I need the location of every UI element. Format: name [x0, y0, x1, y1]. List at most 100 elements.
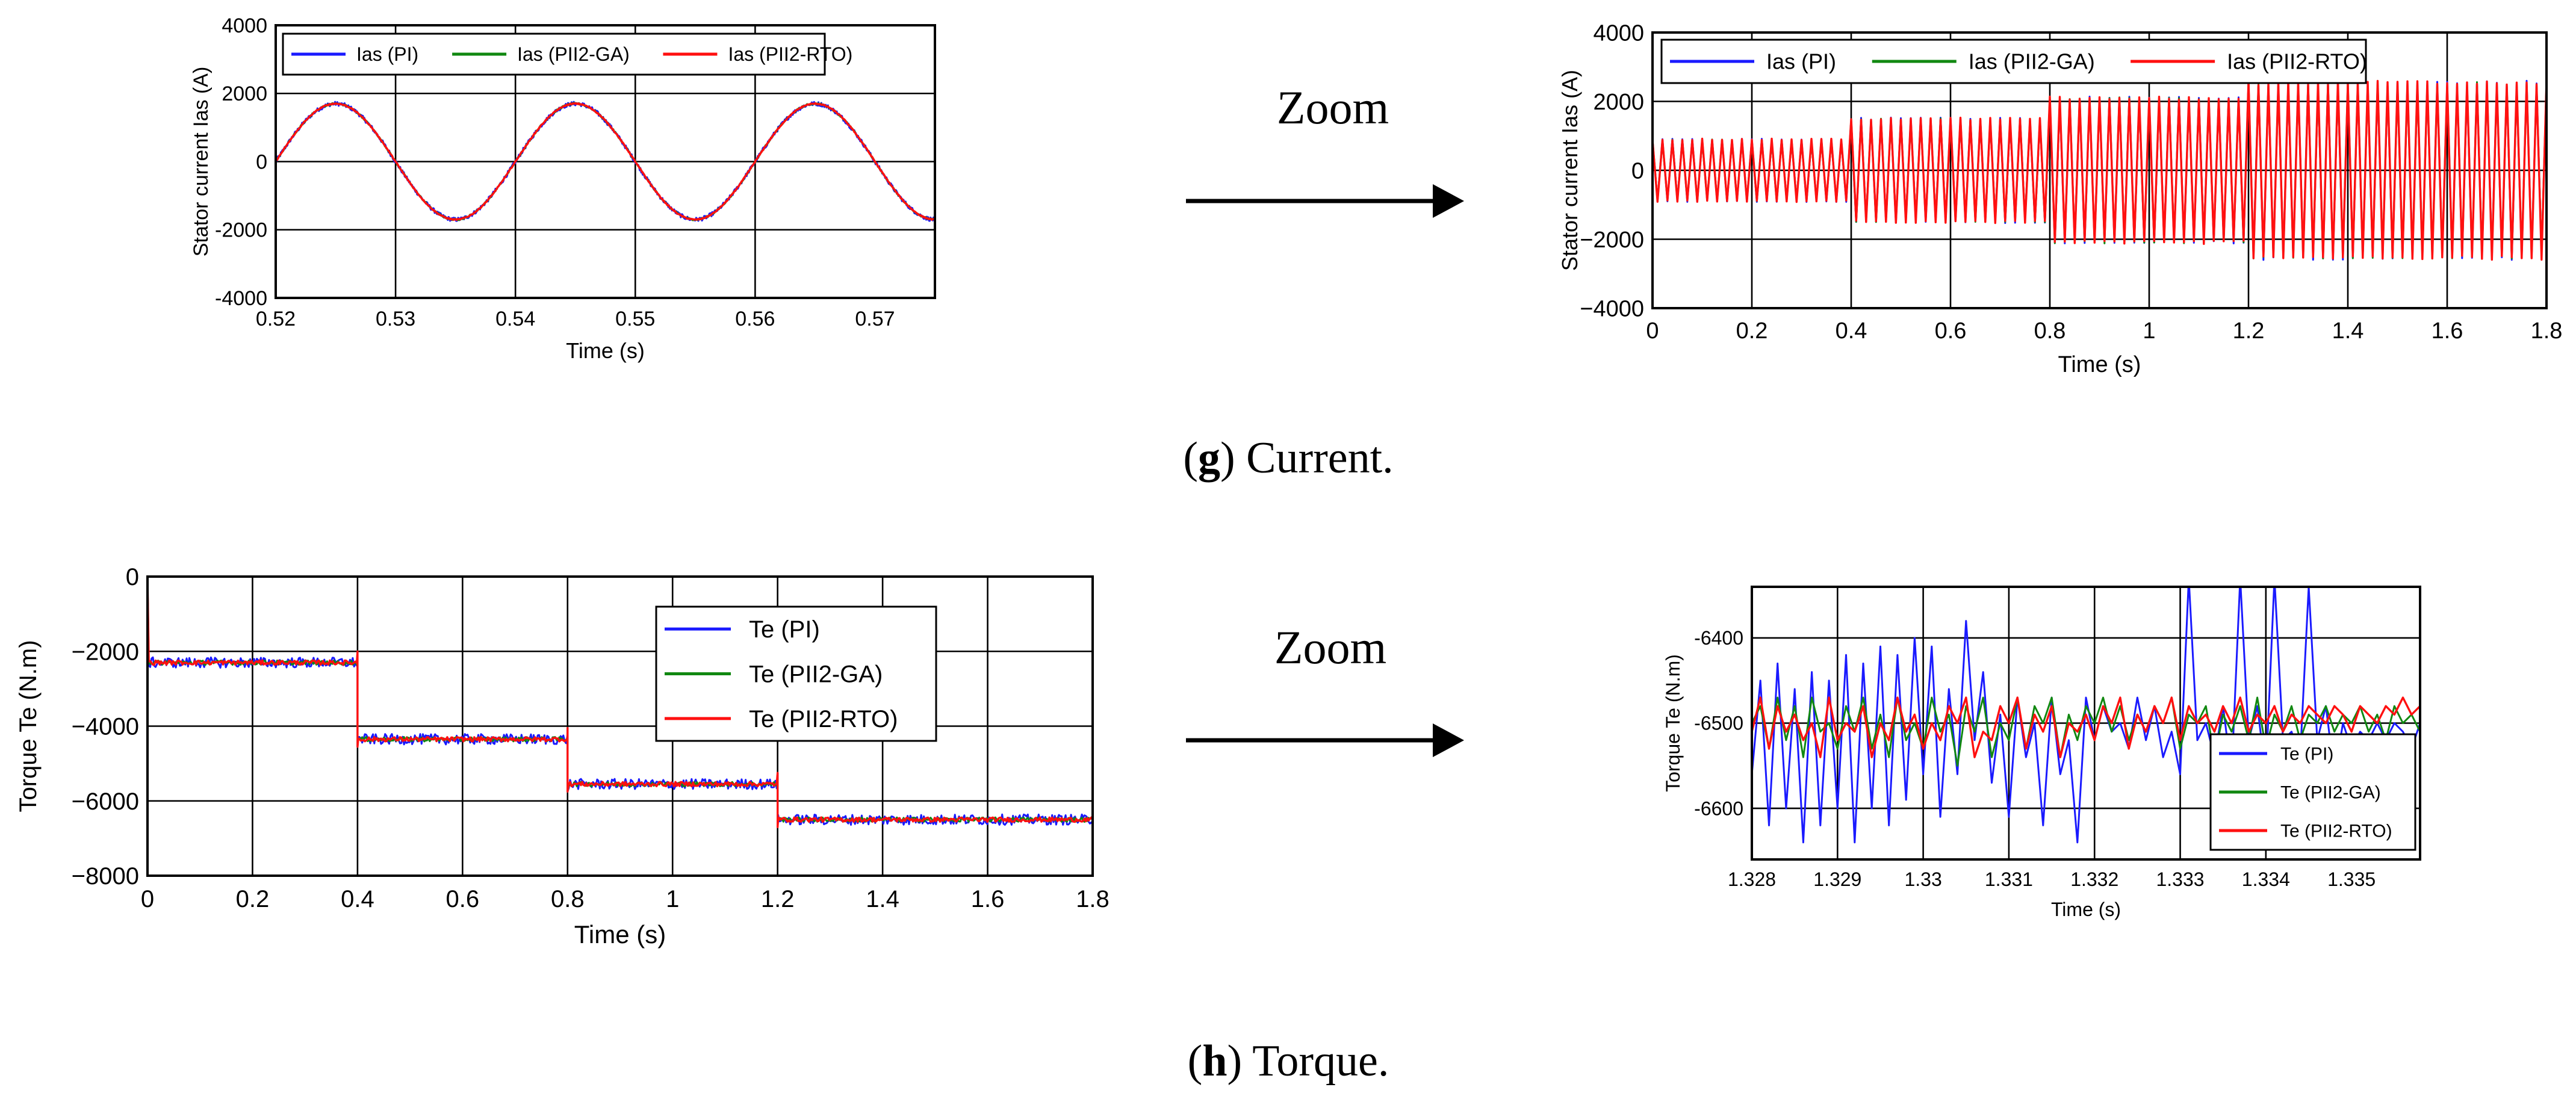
x-axis-label: Time (s): [2051, 899, 2121, 920]
caption-current-letter: g: [1198, 433, 1220, 483]
x-tick-label: 1: [666, 886, 679, 912]
legend-label-2: Ias (PII2-GA): [1969, 49, 2095, 74]
chart-torque-full: 0 0.2 0.4 0.6 0.8 1 1.2 1.4 1.6 1.8 −8000 −6000 −400…: [15, 564, 1110, 949]
x-tick-label: 0.4: [1836, 318, 1867, 344]
plot-frame: [1751, 586, 2421, 861]
y-tick-label: −2000: [72, 639, 139, 665]
chart-current-full: 0.52 0.53 0.54 0.55 0.56 0.57 -4000 -2000 0 2000 4…: [190, 14, 936, 363]
caption-torque: (h) Torque.: [1188, 1036, 1389, 1086]
plot-frame: [146, 575, 1094, 877]
x-tick-label: 1.331: [1985, 868, 2033, 890]
plot-frame: [1651, 31, 2548, 309]
x-tick-label: 1.334: [2242, 868, 2290, 890]
x-tick-label: 1.2: [2233, 318, 2265, 344]
x-tick-label: 1.333: [2156, 868, 2204, 890]
x-tick-label: 1.8: [2531, 318, 2563, 344]
caption-torque-text: Torque.: [1242, 1036, 1389, 1086]
chart-current-zoom: 0 0.2 0.4 0.6 0.8 1 1.2 1.4 1.6 1.8 −4000 −2000 0 200…: [1557, 20, 2562, 377]
x-tick-label: 1.2: [761, 886, 795, 912]
chart-torque-zoom: 1.328 1.329 1.33 1.331 1.332 1.333 1.334 1.335 -…: [1662, 586, 2421, 920]
x-tick-label: 0.54: [495, 308, 535, 330]
series-line-3: [147, 577, 1093, 828]
x-tick-label: 0.8: [551, 886, 585, 912]
y-tick-label: 4000: [222, 14, 267, 37]
y-tick-label: 4000: [1593, 20, 1644, 46]
legend: Ias (PI) Ias (PII2-GA) Ias (PII2-RTO): [1660, 39, 2367, 84]
zoom-arrow-current: Zoom: [1186, 81, 1464, 218]
x-tick-label: 0.57: [855, 308, 895, 330]
y-tick-label: -6400: [1694, 627, 1743, 649]
legend-label-1: Ias (PI): [1766, 49, 1836, 74]
caption-current-text: Current.: [1235, 433, 1394, 483]
x-axis-label: Time (s): [2058, 352, 2141, 377]
y-tick-label: 2000: [1593, 90, 1644, 115]
series-line-3: [1653, 79, 2547, 261]
arrow-head-torque: [1433, 723, 1464, 757]
x-tick-label: 0.56: [735, 308, 775, 330]
grid-lines: [1752, 587, 2420, 859]
y-tick-label: 2000: [222, 82, 267, 105]
y-axis-label: Stator current Ias (A): [190, 67, 213, 257]
y-tick-label: −8000: [72, 863, 139, 890]
legend-label-3: Ias (PII2-RTO): [2227, 49, 2367, 74]
series-group: [276, 101, 935, 222]
x-tick-label: 0.4: [341, 886, 374, 912]
y-tick-label: 0: [126, 564, 139, 590]
legend: Ias (PI) Ias (PII2-GA) Ias (PII2-RTO): [282, 33, 852, 76]
legend-label-2: Ias (PII2-GA): [517, 43, 630, 65]
y-axis-label: Stator current Ias (A): [1557, 70, 1582, 271]
y-tick-label: −2000: [1580, 228, 1644, 253]
grid-lines: [147, 577, 1093, 876]
y-tick-label: −4000: [72, 714, 139, 740]
x-tick-label: 0.2: [1736, 318, 1768, 344]
zoom-label-current: Zoom: [1277, 81, 1389, 134]
series-line-2: [147, 577, 1093, 828]
x-tick-label: 1.33: [1904, 868, 1941, 890]
x-tick-label: 1.329: [1813, 868, 1861, 890]
legend: Te (PI) Te (PII2-GA) Te (PII2-RTO): [655, 605, 937, 742]
x-tick-label: 1: [2143, 318, 2155, 344]
x-tick-label: 1.335: [2327, 868, 2376, 890]
x-tick-label: 0.8: [2034, 318, 2066, 344]
legend-label-1: Te (PI): [749, 616, 820, 643]
x-tick-label: 0: [141, 886, 154, 912]
y-tick-label: -6500: [1694, 713, 1743, 734]
x-tick-label: 1.328: [1728, 868, 1776, 890]
series-group: [1752, 587, 2420, 844]
legend-label-1: Ias (PI): [356, 43, 418, 65]
x-tick-label: 0.6: [1935, 318, 1967, 344]
legend-label-2: Te (PII2-GA): [749, 661, 883, 688]
plot-frame: [275, 24, 936, 299]
y-tick-label: 0: [1631, 158, 1644, 184]
x-tick-label: 1.6: [2432, 318, 2463, 344]
y-axis-label: Torque Te (N.m): [15, 640, 42, 812]
legend-box: [282, 33, 826, 76]
legend: Te (PI) Te (PII2-GA) Te (PII2-RTO): [2209, 733, 2416, 851]
x-tick-label: 0.52: [256, 308, 296, 330]
y-axis-label: Torque Te (N.m): [1662, 654, 1684, 792]
legend-label-2: Te (PII2-GA): [2280, 783, 2381, 803]
caption-current: (g) Current.: [1183, 433, 1393, 483]
x-tick-label: 1.332: [2070, 868, 2118, 890]
y-tick-label: -4000: [215, 287, 267, 310]
y-tick-label: -2000: [215, 219, 267, 242]
x-tick-label: 1.6: [971, 886, 1005, 912]
arrow-head-current: [1433, 184, 1464, 218]
series-line-3: [276, 102, 935, 221]
series-line-3: [1752, 696, 2420, 758]
x-tick-label: 0.53: [376, 308, 415, 330]
legend-label-1: Te (PI): [2280, 744, 2333, 764]
y-tick-label: -6600: [1694, 797, 1743, 819]
legend-label-3: Ias (PII2-RTO): [728, 43, 852, 65]
series-line-1: [147, 577, 1093, 828]
legend-label-3: Te (PII2-RTO): [2280, 822, 2392, 841]
y-tick-label: 0: [256, 150, 267, 173]
x-axis-label: Time (s): [566, 338, 645, 363]
y-tick-label: −6000: [72, 788, 139, 815]
series-line-2: [1752, 696, 2420, 767]
x-tick-label: 0: [1646, 318, 1659, 344]
zoom-arrow-torque: Zoom: [1186, 621, 1464, 757]
x-tick-label: 1.8: [1076, 886, 1110, 912]
